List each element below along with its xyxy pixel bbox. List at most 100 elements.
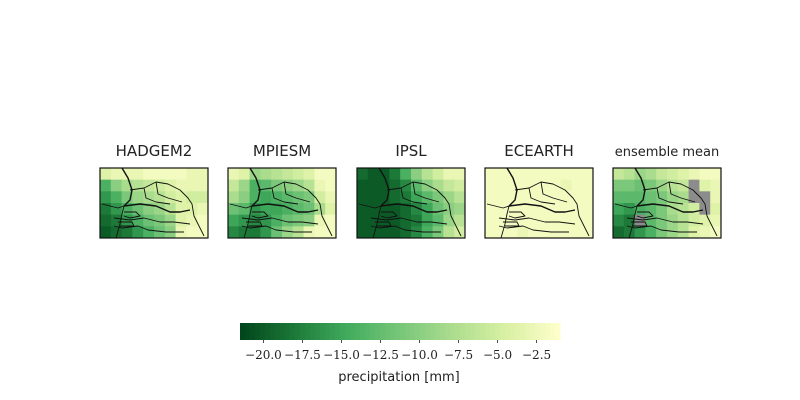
panel-frame: [99, 167, 209, 239]
border-line: [241, 225, 312, 233]
heatmap-cell: [443, 191, 455, 204]
heatmap-cell: [613, 203, 625, 216]
heatmap-cell: [143, 168, 155, 181]
heatmap-cell: [389, 179, 401, 192]
colorbar-segment: [315, 323, 321, 340]
heatmap-cell: [325, 214, 337, 227]
panel-frame: [612, 167, 722, 239]
border-line: [251, 211, 269, 219]
heatmap-cell: [454, 214, 466, 227]
heatmap-cell: [389, 226, 401, 239]
border-line: [380, 203, 448, 213]
heatmap-cell: [367, 214, 379, 227]
heatmap-cell: [656, 214, 668, 227]
border-line: [386, 181, 462, 237]
colorbar-segment: [295, 323, 301, 340]
heatmap-cell: [357, 226, 369, 239]
heatmap-cell: [688, 191, 700, 204]
colorbar-segment: [320, 323, 326, 340]
heatmap-cell: [100, 203, 112, 216]
colorbar-segment: [470, 323, 476, 340]
heatmap-cell: [528, 214, 540, 227]
heatmap-cell: [314, 226, 326, 239]
heatmap-cell: [571, 191, 583, 204]
colorbar-segment: [555, 323, 561, 340]
heatmap-cell: [688, 168, 700, 181]
panel-title: HADGEM2: [116, 142, 193, 160]
heatmap-cell: [238, 179, 250, 192]
map-panel: ensemble mean: [612, 145, 722, 239]
colorbar-tick-label: −17.5: [284, 348, 321, 362]
heatmap-cell: [121, 168, 133, 181]
colorbar-segment: [335, 323, 341, 340]
heatmap-cell: [357, 179, 369, 192]
colorbar-segment: [545, 323, 551, 340]
heatmap-cell: [485, 203, 497, 216]
heatmap-cell: [292, 179, 304, 192]
border-line: [636, 211, 654, 219]
colorbar-segment: [480, 323, 486, 340]
heatmap-cell: [677, 203, 689, 216]
heatmap-cell: [197, 214, 209, 227]
border-line: [498, 225, 569, 233]
heatmap-cell: [249, 214, 261, 227]
heatmap-cell: [175, 214, 187, 227]
heatmap-cell: [378, 179, 390, 192]
heatmap-cell: [517, 179, 529, 192]
colorbar-segment: [505, 323, 511, 340]
colorbar-segment: [325, 323, 331, 340]
colorbar-segment: [255, 323, 261, 340]
heatmap-cell: [389, 214, 401, 227]
heatmap-cell: [454, 191, 466, 204]
heatmap-cell: [121, 203, 133, 216]
border-line: [229, 203, 253, 209]
heatmap-cell: [325, 203, 337, 216]
border-lines: [101, 167, 205, 239]
colorbar-segment: [365, 323, 371, 340]
heatmap-cell: [571, 214, 583, 227]
heatmap-cell: [667, 226, 679, 239]
border-line: [626, 225, 697, 233]
heatmap-cell: [260, 203, 272, 216]
heatmap-cell: [228, 226, 240, 239]
heatmap-cell: [699, 168, 711, 181]
colorbar-segment: [390, 323, 396, 340]
heatmap-cell: [303, 179, 315, 192]
heatmap-cell: [528, 191, 540, 204]
heatmap-cell: [389, 203, 401, 216]
heatmap-cell: [325, 191, 337, 204]
border-line: [508, 203, 576, 213]
heatmap-cell: [411, 179, 423, 192]
heatmap-cell: [367, 191, 379, 204]
heatmap-cell: [400, 168, 412, 181]
heatmap-cell: [582, 179, 594, 192]
colorbar-segment: [425, 323, 431, 340]
heatmap-cell: [164, 203, 176, 216]
heatmap-cell: [325, 168, 337, 181]
heatmap-cell: [197, 191, 209, 204]
heatmap-cell: [560, 203, 572, 216]
border-line: [129, 181, 205, 237]
colorbar-segment: [305, 323, 311, 340]
border-line: [486, 203, 510, 209]
colorbar-segment: [265, 323, 271, 340]
heatmap-cell: [378, 203, 390, 216]
heatmap-cell: [634, 168, 646, 181]
heatmap-cell: [688, 214, 700, 227]
heatmap-cell: [110, 191, 122, 204]
heatmap-cell: [121, 179, 133, 192]
heatmap-cell: [517, 168, 529, 181]
heatmap-cell: [164, 168, 176, 181]
heatmap-cell: [560, 179, 572, 192]
panel-title: ensemble mean: [615, 145, 720, 160]
panel-frame: [227, 167, 337, 239]
heatmap-cell: [495, 179, 507, 192]
heatmap-cell: [260, 226, 272, 239]
colorbar-segment: [345, 323, 351, 340]
heatmap-cell: [454, 168, 466, 181]
heatmap-cell: [634, 191, 646, 204]
colorbar-tick-label: −10.0: [401, 348, 438, 362]
heatmap-cell: [249, 191, 261, 204]
heatmap-cell: [197, 179, 209, 192]
